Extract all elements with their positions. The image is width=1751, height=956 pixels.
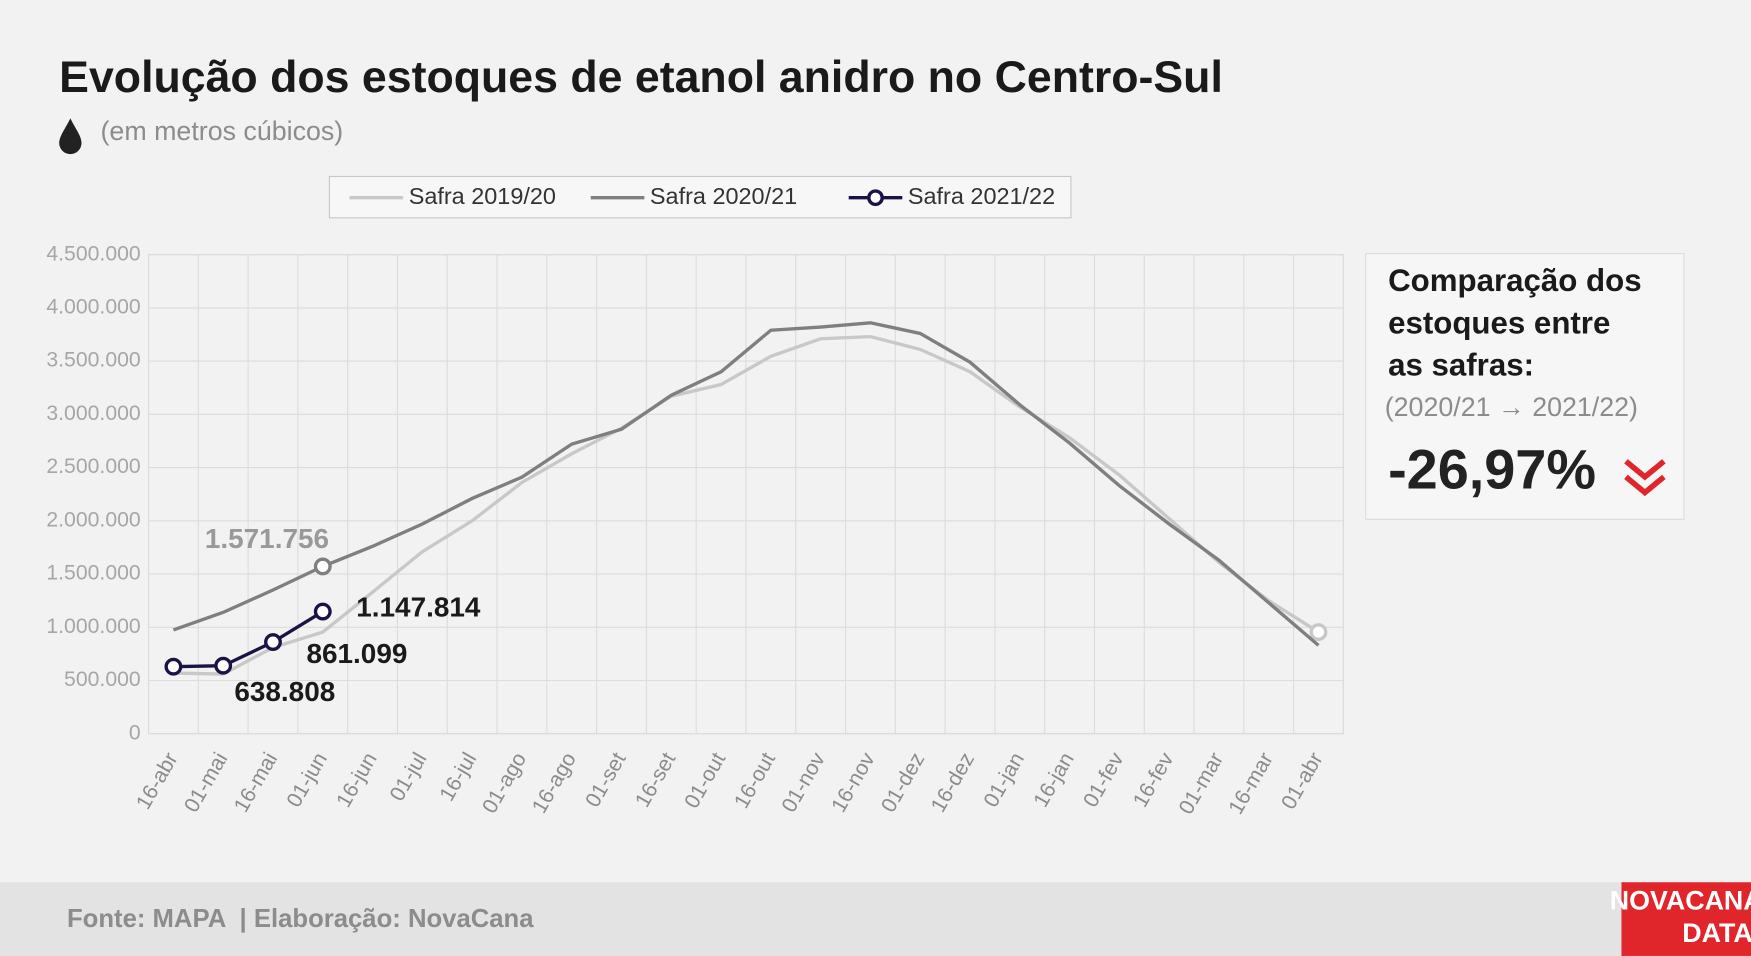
y-tick-label: 2.500.000 (46, 455, 140, 478)
point-marker (214, 656, 233, 675)
data-label: 1.571.756 (205, 523, 329, 554)
plot: 0 500.000 1.000.000 1.500.000 2.000.000 2.500… (46, 242, 1344, 818)
series-line (173, 334, 1320, 676)
legend-label: Safra 2021/22 (908, 183, 1055, 209)
y-tick-label: 0 (129, 721, 141, 744)
drop-icon (59, 118, 82, 155)
series-line (173, 610, 324, 669)
y-tick-label: 1.500.000 (46, 562, 140, 585)
y-tick-label: 500.000 (64, 668, 141, 691)
y-tick-label: 4.500.000 (46, 242, 140, 265)
legend-label: Safra 2019/20 (409, 183, 556, 209)
data-label: 861.099 (306, 638, 407, 669)
legend-marker (867, 189, 884, 207)
chart-title: Evolução dos estoques de etanol anidro n… (59, 53, 1223, 102)
y-tick-label: 3.000.000 (46, 402, 140, 425)
comparison-title: Comparação dos (1388, 263, 1642, 298)
y-tick-label: 4.000.000 (46, 295, 140, 318)
point-marker (313, 602, 332, 621)
comparison-change: -26,97% (1388, 437, 1596, 500)
down-icon (1624, 459, 1666, 497)
comparison-period: (2020/21 → 2021/22) (1385, 392, 1638, 422)
point-marker (164, 657, 183, 676)
series-line (172, 321, 1320, 647)
y-tick-label: 1.000.000 (46, 615, 140, 638)
source: Fonte: MAPA | Elaboração: NovaCana (67, 905, 534, 933)
legend-label: Safra 2020/21 (650, 183, 797, 209)
comparison-title: as safras: (1388, 348, 1534, 383)
logo-text: DATA (1682, 918, 1751, 948)
point-marker (313, 557, 332, 576)
data-label: 638.808 (234, 676, 335, 707)
point-marker (264, 633, 282, 651)
logo (1621, 882, 1751, 956)
comparison-box (1365, 252, 1685, 520)
subtitle: (em metros cúbicos) (101, 116, 344, 146)
y-tick-label: 3.500.000 (46, 349, 140, 372)
point-marker (1309, 623, 1328, 641)
y-tick-label: 2.000.000 (46, 508, 140, 531)
footer-band (0, 882, 1751, 956)
comparison-title: estoques entre (1388, 305, 1610, 340)
data-label: 1.147.814 (356, 592, 481, 623)
legend-box (328, 175, 1072, 219)
logo-text: NOVACANA (1610, 885, 1751, 915)
